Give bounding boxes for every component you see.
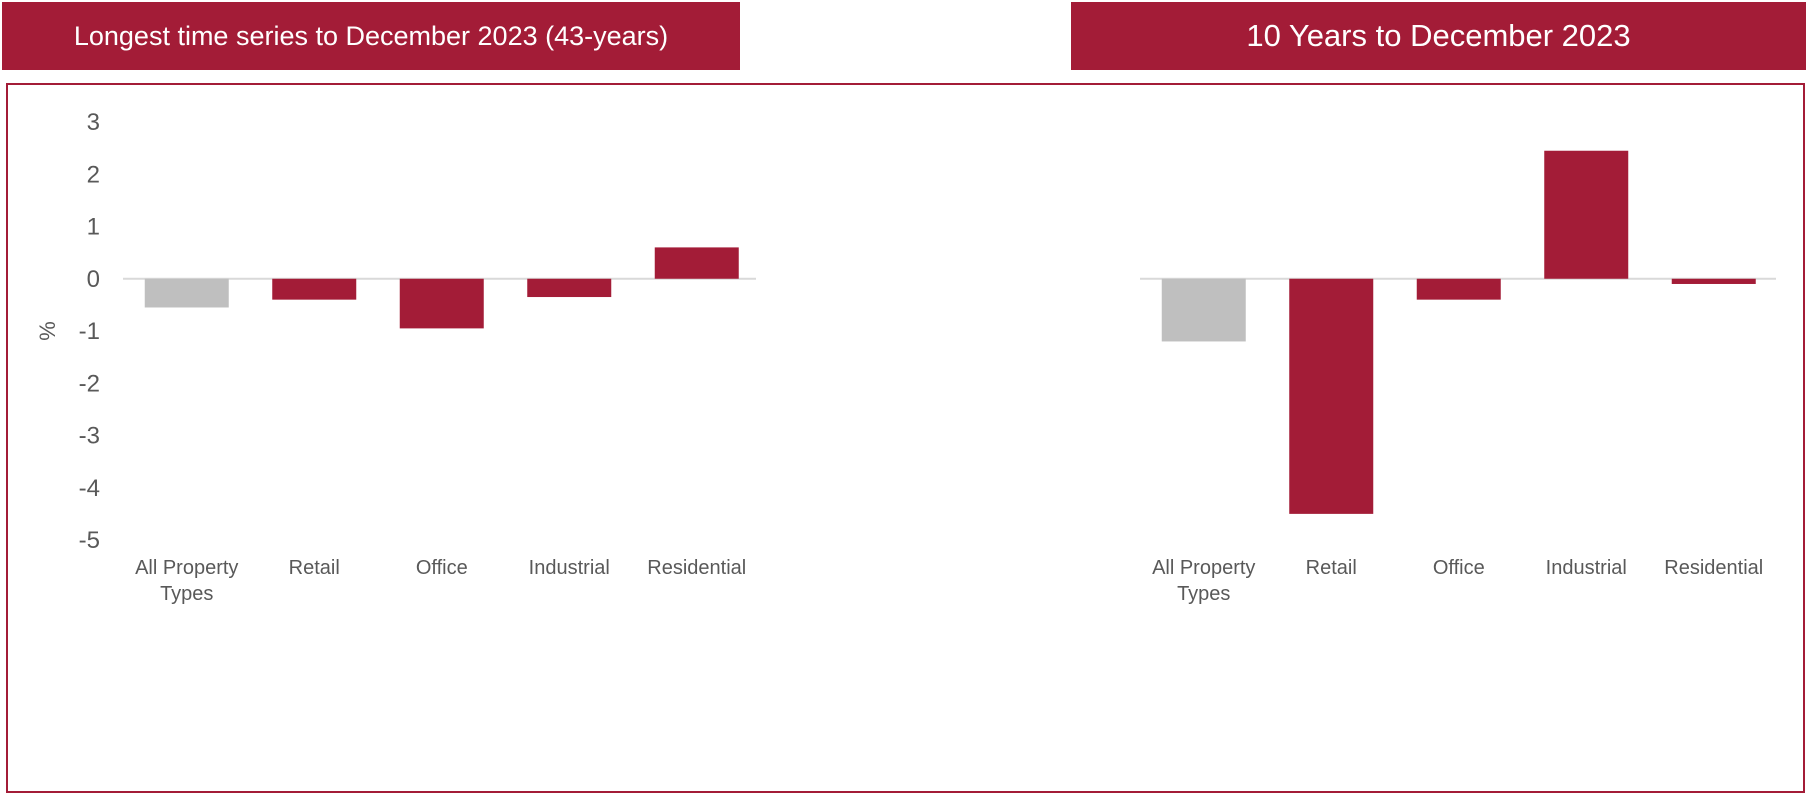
x-tick-label: Residential xyxy=(647,557,746,579)
bar xyxy=(527,278,612,298)
bar xyxy=(144,278,229,308)
x-tick-label: Types xyxy=(160,583,213,605)
chart-title-ten-years-text: 10 Years to December 2023 xyxy=(1246,18,1631,53)
y-tick-label: -2 xyxy=(79,370,100,397)
x-tick-label: Retail xyxy=(1306,557,1357,579)
bar xyxy=(1416,278,1501,300)
y-tick-label: 3 xyxy=(87,109,100,136)
y-tick-label: -4 xyxy=(79,475,100,502)
x-tick-label: Types xyxy=(1177,583,1230,605)
bar xyxy=(1671,278,1756,284)
chart-title-longest-series-text: Longest time series to December 2023 (43… xyxy=(73,20,669,51)
chart-title-ten-years: 10 Years to December 2023 xyxy=(1071,2,1806,70)
bar xyxy=(272,278,357,300)
x-tick-label: Residential xyxy=(1664,557,1763,579)
x-tick-label: All Property xyxy=(135,557,238,579)
x-tick-label: All Property xyxy=(1152,557,1255,579)
y-tick-label: 1 xyxy=(87,214,100,241)
y-tick-label: -3 xyxy=(79,423,100,450)
y-tick-label: 2 xyxy=(87,161,100,188)
bar xyxy=(654,247,739,279)
bar xyxy=(1161,278,1246,342)
y-axis-label: % xyxy=(35,321,60,341)
x-tick-label: Industrial xyxy=(529,557,610,579)
bar xyxy=(399,278,484,329)
chart-title-longest-series: Longest time series to December 2023 (43… xyxy=(2,2,740,70)
y-tick-label: -1 xyxy=(79,318,100,345)
bar xyxy=(1544,150,1629,279)
y-tick-label: -5 xyxy=(79,527,100,554)
x-tick-label: Office xyxy=(416,557,468,579)
x-tick-label: Industrial xyxy=(1546,557,1627,579)
bar xyxy=(1289,278,1374,514)
x-tick-label: Office xyxy=(1433,557,1485,579)
x-tick-label: Retail xyxy=(289,557,340,579)
y-tick-label: 0 xyxy=(87,266,100,293)
